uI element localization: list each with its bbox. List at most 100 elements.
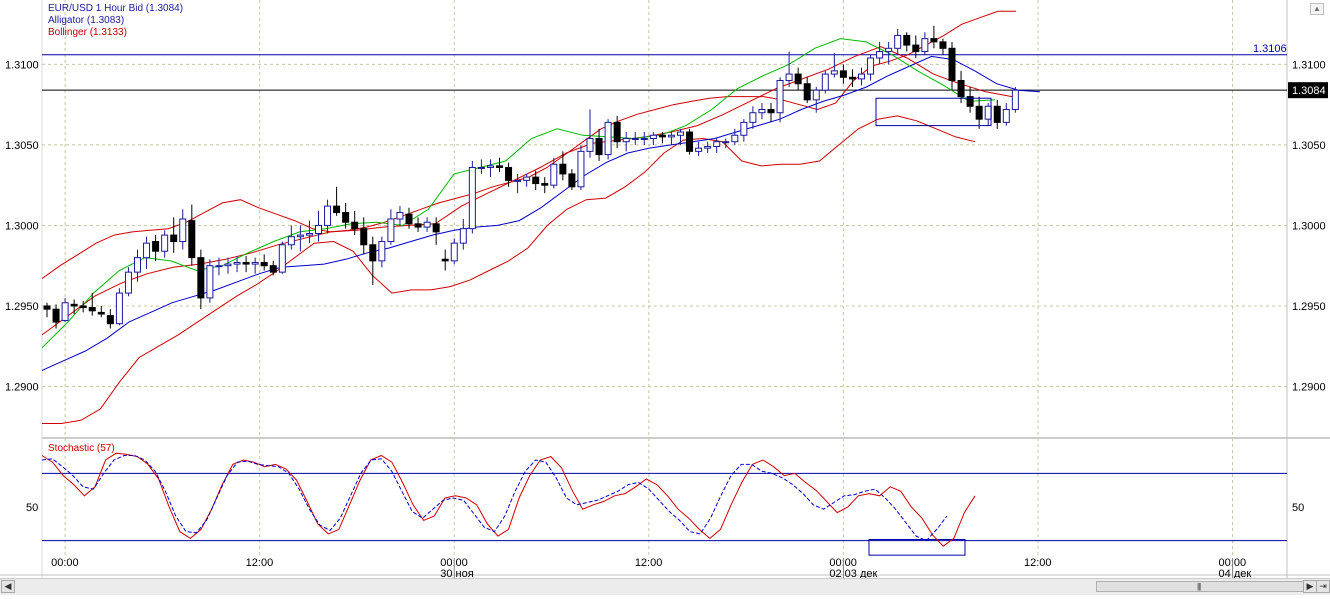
candle-body bbox=[550, 163, 558, 186]
candle bbox=[740, 119, 748, 142]
price-tick-right-1: 1.3050 bbox=[1292, 140, 1326, 152]
candle bbox=[767, 103, 775, 123]
candle bbox=[61, 297, 69, 323]
candle-body bbox=[278, 244, 286, 273]
candle-body bbox=[568, 173, 576, 188]
scroll-left-icon[interactable]: ◀ bbox=[1, 580, 15, 593]
candle bbox=[532, 170, 540, 191]
scroll-right-icon[interactable]: ▶ bbox=[1303, 580, 1317, 593]
candle bbox=[405, 207, 413, 229]
candle-body bbox=[43, 305, 51, 310]
horizontal-scrollbar[interactable]: ◀ ||| ▶ ⇥ bbox=[0, 578, 1330, 595]
header-line-2: Bollinger (1.3133) bbox=[48, 27, 127, 38]
candle-body bbox=[722, 141, 730, 144]
candle-body bbox=[351, 221, 359, 230]
candle-body bbox=[88, 307, 96, 312]
candle-body bbox=[287, 236, 295, 246]
candle-body bbox=[948, 47, 956, 82]
time-tick-3: 12:00 bbox=[635, 557, 663, 569]
candle bbox=[143, 236, 151, 269]
candle-body bbox=[975, 105, 983, 120]
candle bbox=[523, 173, 531, 187]
candle-body bbox=[324, 205, 332, 226]
price-axis: 1.3100 1.3100 1.3050 1.3050 1.3000 1.3000 1.29… bbox=[5, 59, 1326, 393]
candle bbox=[1002, 103, 1010, 126]
candle bbox=[152, 235, 160, 261]
candle bbox=[296, 225, 304, 252]
scroll-up-button[interactable]: ▲ bbox=[1310, 3, 1324, 15]
candle-body bbox=[378, 241, 386, 262]
candle bbox=[839, 64, 847, 84]
candle bbox=[622, 132, 630, 152]
candle-body bbox=[396, 212, 404, 220]
candle bbox=[43, 302, 51, 318]
price-tick-left-2: 1.3000 bbox=[5, 220, 39, 232]
candle-body bbox=[224, 263, 232, 267]
candle-body bbox=[79, 305, 87, 309]
candle bbox=[333, 186, 341, 216]
candle bbox=[360, 217, 368, 255]
candle-body bbox=[106, 315, 114, 325]
candle-body bbox=[242, 261, 250, 265]
annotation-boxes bbox=[868, 97, 992, 556]
chart-header: EUR/USD 1 Hour Bid (1.3084) Alligator (1… bbox=[48, 3, 183, 454]
candle bbox=[496, 157, 503, 173]
candle-body bbox=[1002, 109, 1010, 123]
candle-body bbox=[677, 131, 684, 136]
candle-body bbox=[812, 89, 820, 101]
candle-body bbox=[143, 242, 151, 259]
candle-body bbox=[514, 179, 522, 182]
candle-body bbox=[414, 223, 422, 228]
candle bbox=[812, 86, 820, 113]
candle-body bbox=[966, 96, 974, 107]
candle bbox=[251, 257, 259, 274]
candle bbox=[477, 159, 485, 174]
candle bbox=[242, 256, 250, 273]
candle bbox=[79, 301, 87, 313]
candle bbox=[658, 132, 666, 144]
candlesticks bbox=[43, 25, 1019, 329]
candle bbox=[206, 259, 214, 303]
candle bbox=[776, 77, 784, 123]
candle-body bbox=[161, 234, 169, 252]
candle bbox=[486, 159, 494, 178]
candle bbox=[894, 28, 902, 55]
candle bbox=[722, 138, 730, 149]
candle-body bbox=[957, 80, 965, 98]
candle-body bbox=[61, 302, 69, 321]
candle-body bbox=[993, 105, 1001, 123]
candle bbox=[52, 304, 60, 329]
candle bbox=[586, 109, 594, 158]
candle-body bbox=[251, 261, 259, 265]
candle-body bbox=[740, 121, 748, 136]
candle bbox=[713, 138, 721, 153]
candle bbox=[450, 238, 458, 265]
scroll-end-icon[interactable]: ⇥ bbox=[1316, 580, 1330, 593]
time-tick-1: 12:00 bbox=[246, 557, 274, 569]
scrollbar-thumb[interactable]: ||| bbox=[1096, 581, 1304, 592]
candle-body bbox=[821, 73, 829, 91]
candle-body bbox=[803, 83, 811, 101]
candle-body bbox=[894, 34, 902, 49]
candle bbox=[315, 210, 322, 242]
candle bbox=[106, 309, 114, 329]
candle bbox=[758, 103, 766, 120]
horizontal-levels: 1.3106 1.3084 bbox=[42, 43, 1328, 99]
stochastic-annotation-box bbox=[868, 538, 966, 556]
candle-body bbox=[921, 38, 929, 53]
candle-body bbox=[622, 137, 630, 143]
stochastic-panel: 50 50 bbox=[26, 452, 1304, 547]
candle bbox=[269, 260, 277, 276]
price-tick-right-4: 1.2900 bbox=[1292, 381, 1326, 393]
candle-body bbox=[885, 47, 893, 53]
candle bbox=[577, 144, 585, 191]
candle bbox=[731, 128, 739, 145]
candle bbox=[414, 217, 422, 232]
candle-body bbox=[876, 51, 884, 59]
osc-tick-right-0: 50 bbox=[1292, 502, 1304, 514]
candle-body bbox=[613, 121, 621, 143]
candle bbox=[351, 210, 359, 236]
candle-body bbox=[269, 265, 277, 273]
